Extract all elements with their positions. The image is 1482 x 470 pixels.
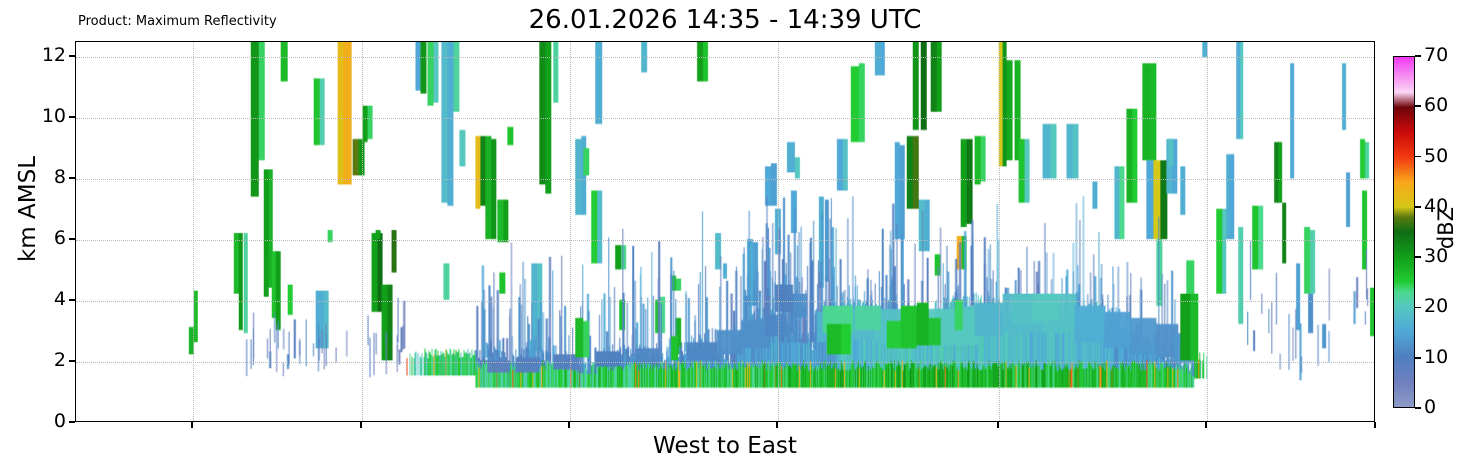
gridline-horizontal — [76, 362, 1374, 364]
colorbar-tick-mark — [1415, 105, 1421, 108]
gridline-horizontal — [76, 118, 1374, 120]
gridline-horizontal — [76, 301, 1374, 303]
colorbar-tick-label: 40 — [1424, 194, 1449, 217]
colorbar-tick-mark — [1415, 306, 1421, 309]
gridline-vertical — [193, 42, 195, 421]
y-tick-label: 8 — [53, 166, 66, 189]
colorbar-tick-mark — [1415, 256, 1421, 258]
product-annotation: Product: Maximum Reflectivity — [78, 14, 277, 29]
y-tick-label: 4 — [53, 288, 66, 311]
y-tick-mark — [69, 177, 75, 179]
colorbar-tick-label: 20 — [1424, 295, 1449, 318]
gridline-horizontal — [76, 240, 1374, 242]
colorbar-tick-label: 60 — [1424, 94, 1449, 117]
x-tick-mark — [1205, 422, 1207, 428]
colorbar-tick-label: 0 — [1424, 396, 1437, 418]
y-tick-mark — [69, 421, 75, 423]
x-tick-mark — [1374, 422, 1376, 428]
y-tick-mark — [69, 238, 75, 240]
colorbar-tick-label: 50 — [1424, 144, 1449, 167]
x-tick-mark — [997, 422, 999, 428]
page-title: 26.01.2026 14:35 - 14:39 UTC — [528, 5, 922, 35]
colorbar-tick-mark — [1415, 407, 1421, 409]
y-tick-mark — [69, 360, 75, 362]
colorbar-gradient — [1394, 57, 1414, 407]
colorbar-label: dBZ — [1434, 206, 1458, 250]
reflectivity-heatmap — [76, 42, 1374, 421]
gridline-vertical — [570, 42, 572, 421]
colorbar-tick-mark — [1415, 356, 1421, 359]
x-axis-label: West to East — [653, 433, 797, 459]
colorbar-tick-mark — [1415, 206, 1421, 208]
gridline-vertical — [778, 42, 780, 421]
gridline-vertical — [362, 42, 364, 421]
plot-area — [75, 41, 1375, 422]
colorbar — [1393, 56, 1415, 408]
y-tick-label: 0 — [53, 410, 66, 432]
colorbar-tick-label: 70 — [1424, 44, 1449, 66]
x-tick-mark — [191, 422, 193, 428]
y-tick-mark — [69, 55, 75, 58]
gridline-vertical — [999, 42, 1001, 421]
y-tick-mark — [69, 116, 75, 118]
colorbar-tick-label: 10 — [1424, 345, 1449, 368]
colorbar-tick-label: 30 — [1424, 245, 1449, 268]
x-tick-mark — [776, 422, 778, 428]
y-axis-label: km AMSL — [15, 155, 41, 263]
gridline-horizontal — [76, 179, 1374, 181]
colorbar-tick-mark — [1415, 155, 1421, 158]
gridline-vertical — [1207, 42, 1209, 421]
y-tick-label: 6 — [53, 227, 66, 250]
gridline-horizontal — [76, 57, 1374, 59]
y-tick-label: 10 — [41, 105, 66, 128]
x-tick-mark — [568, 422, 570, 428]
y-tick-mark — [69, 299, 75, 301]
y-tick-label: 2 — [53, 349, 66, 372]
colorbar-tick-mark — [1415, 55, 1421, 57]
y-tick-label: 12 — [41, 44, 66, 67]
x-tick-mark — [360, 422, 362, 428]
